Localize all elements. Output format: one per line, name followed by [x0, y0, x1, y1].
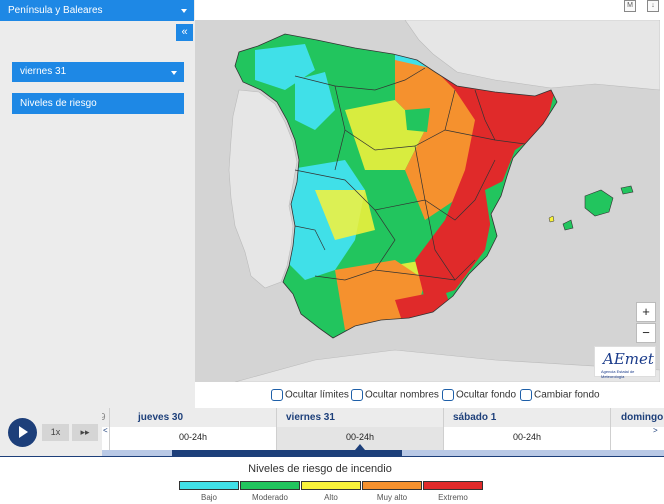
ibiza: [562, 219, 574, 231]
change-background-checkbox[interactable]: Cambiar fondo: [520, 389, 600, 401]
region-select[interactable]: Península y Baleares: [0, 0, 194, 21]
day-label-sunday[interactable]: domingo: [621, 412, 664, 423]
timeline-edge-label: 9: [102, 412, 106, 423]
pdf-download-icon[interactable]: M: [624, 0, 636, 12]
chevron-down-icon: [171, 71, 177, 75]
zoom-out-button[interactable]: −: [636, 323, 656, 343]
day-select[interactable]: viernes 31: [12, 62, 184, 82]
map-canvas: [228, 20, 660, 382]
legend-swatch: [362, 481, 422, 490]
fire-risk-map[interactable]: [195, 20, 660, 382]
current-time-marker[interactable]: [355, 444, 365, 450]
region-borders: [294, 67, 526, 281]
aemet-logo-subtitle: Agencia Estatal de Meteorología: [601, 369, 635, 379]
timeline-separator: [109, 408, 110, 456]
legend: Niveles de riesgo de incendio Bajo Moder…: [0, 456, 664, 504]
timeline-prev-arrow[interactable]: <: [103, 426, 108, 435]
legend-swatch: [301, 481, 361, 490]
legend-swatch: [240, 481, 300, 490]
legend-item-bajo: Bajo: [179, 481, 239, 502]
legend-item-alto: Alto: [301, 481, 361, 502]
legend-item-extremo: Extremo: [423, 481, 483, 502]
legend-item-moderado: Moderado: [240, 481, 300, 502]
hide-background-label: Ocultar fondo: [456, 389, 517, 401]
timeline-next-arrow[interactable]: >: [653, 426, 658, 435]
day-label-thursday[interactable]: jueves 30: [138, 412, 184, 423]
aemet-logo-text: AEmet: [603, 350, 654, 368]
collapse-sidebar-button[interactable]: «: [176, 24, 193, 41]
timeline-separator: [443, 408, 444, 456]
legend-label: Extremo: [438, 493, 468, 502]
legend-item-muy-alto: Muy alto: [362, 481, 422, 502]
play-button[interactable]: [8, 418, 37, 447]
change-background-label: Cambiar fondo: [534, 389, 600, 401]
timeline-separator: [610, 408, 611, 456]
fast-forward-button[interactable]: ▸▸: [72, 424, 98, 441]
legend-label: Bajo: [200, 493, 217, 502]
legend-label: Muy alto: [376, 493, 408, 502]
download-icon[interactable]: ↓: [647, 0, 659, 12]
timeline-separator: [276, 408, 277, 456]
sidebar: Península y Baleares « viernes 31 Nivele…: [0, 0, 195, 408]
menorca: [620, 185, 634, 195]
time-slot-thursday[interactable]: 00-24h: [178, 432, 208, 442]
legend-title: Niveles de riesgo de incendio: [248, 463, 392, 475]
checkbox-box[interactable]: [520, 389, 532, 401]
checkbox-box[interactable]: [442, 389, 454, 401]
chevron-down-icon: [181, 9, 187, 13]
timeline-progress-track[interactable]: [102, 450, 664, 456]
mallorca: [584, 189, 614, 217]
hide-limits-label: Ocultar límites: [285, 389, 349, 401]
legend-label: Alto: [324, 493, 338, 502]
legend-swatch: [423, 481, 483, 490]
time-slot-saturday[interactable]: 00-24h: [512, 432, 542, 442]
timeline-header: [102, 408, 664, 427]
legend-label: Moderado: [251, 493, 289, 502]
zoom-in-button[interactable]: +: [636, 302, 656, 322]
player-controls: 1x ▸▸: [0, 408, 102, 456]
time-slot-friday[interactable]: 00-24h: [277, 427, 443, 450]
day-select-label: viernes 31: [20, 66, 67, 77]
timeline[interactable]: 9 jueves 30 viernes 31 sábado 1 domingo …: [102, 408, 664, 456]
checkbox-box[interactable]: [351, 389, 363, 401]
checkbox-box[interactable]: [271, 389, 283, 401]
hide-names-label: Ocultar nombres: [365, 389, 439, 401]
speed-button[interactable]: 1x: [42, 424, 69, 441]
hide-limits-checkbox[interactable]: Ocultar límites: [271, 389, 349, 401]
region-select-label: Península y Baleares: [8, 5, 103, 16]
aemet-logo: AEmet Agencia Estatal de Meteorología: [594, 346, 656, 379]
play-icon: [19, 426, 28, 438]
timeline-progress-fill: [172, 450, 402, 456]
hide-background-checkbox[interactable]: Ocultar fondo: [442, 389, 516, 401]
risk-levels-button[interactable]: Niveles de riesgo: [12, 93, 184, 114]
legend-swatch: [179, 481, 239, 490]
day-label-friday[interactable]: viernes 31: [286, 412, 335, 423]
spain-outline: [234, 33, 558, 339]
day-label-saturday[interactable]: sábado 1: [453, 412, 497, 423]
hide-names-checkbox[interactable]: Ocultar nombres: [351, 389, 439, 401]
